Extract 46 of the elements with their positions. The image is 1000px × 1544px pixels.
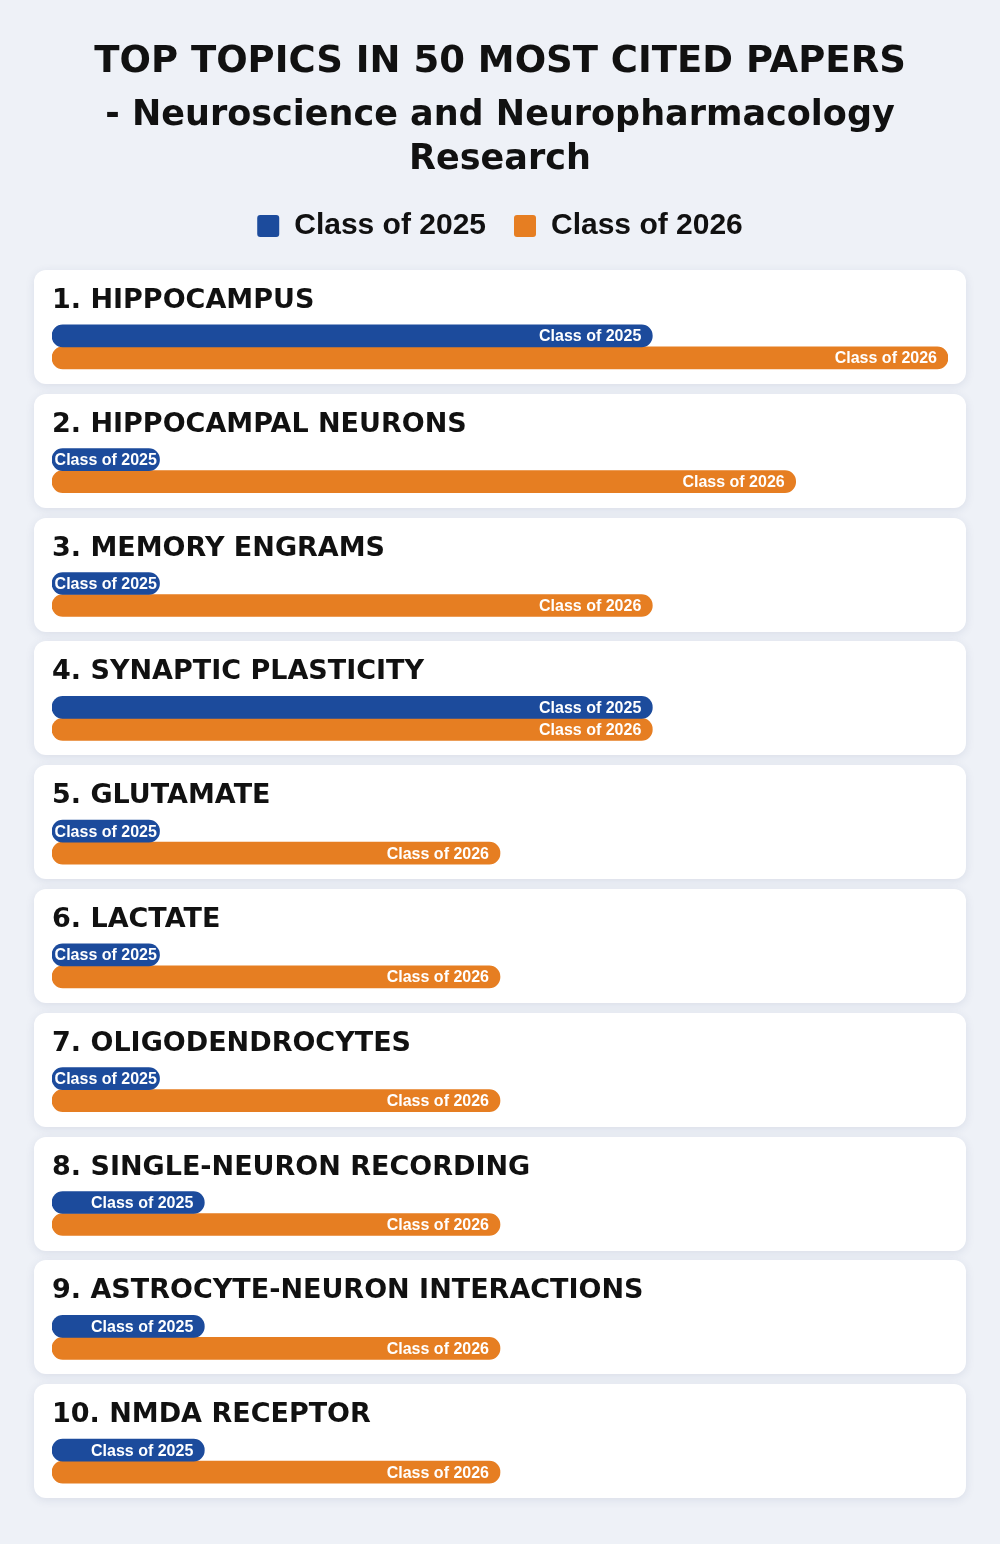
- y-tick-label: 10. NMDA RECEPTOR: [52, 1397, 372, 1429]
- text: Class of 2026: [386, 968, 489, 986]
- text: Class of 2025: [91, 1317, 194, 1335]
- y-tick-label: 7. OLIGODENDROCYTES: [52, 1025, 412, 1057]
- text: Class of 2025: [91, 1441, 194, 1459]
- y-tick-label: 5. GLUTAMATE: [52, 778, 271, 810]
- y-tick-label: 4. SYNAPTIC PLASTICITY: [52, 654, 425, 686]
- legend-label: Class of 2025: [294, 207, 486, 241]
- chart-title: TOP TOPICS IN 50 MOST CITED PAPERS: [93, 37, 907, 83]
- text: Class of 2026: [386, 1092, 489, 1110]
- bar: [52, 346, 948, 370]
- bar: [52, 1213, 501, 1236]
- text: Class of 2026: [682, 473, 785, 491]
- bar: [52, 324, 653, 348]
- y-tick-label: 8. SINGLE-NEURON RECORDING: [52, 1149, 531, 1181]
- text: Class of 2026: [539, 596, 642, 614]
- bar: [52, 965, 501, 989]
- text: Class of 2026: [834, 349, 937, 367]
- bar: [52, 1460, 501, 1484]
- text: Class of 2026: [386, 1215, 489, 1233]
- bar: [52, 470, 797, 494]
- text: Class of 2025: [54, 822, 157, 840]
- bar: [52, 841, 501, 865]
- y-tick-label: 9. ASTROCYTE-NEURON INTERACTIONS: [52, 1273, 644, 1305]
- y-tick-label: 2. HIPPOCAMPAL NEURONS: [52, 406, 467, 438]
- y-tick-label: 3. MEMORY ENGRAMS: [52, 530, 386, 562]
- bar: [52, 695, 653, 719]
- text: Class of 2025: [54, 946, 157, 964]
- text: Class of 2026: [386, 1339, 489, 1357]
- y-tick-label: 6. LACTATE: [52, 901, 221, 933]
- text: Class of 2025: [54, 574, 157, 592]
- text: Class of 2025: [539, 327, 642, 345]
- text: Class of 2026: [539, 720, 642, 738]
- y-tick-label: 1. HIPPOCAMPUS: [52, 282, 315, 314]
- text: Class of 2025: [539, 698, 642, 716]
- legend-label: Class of 2026: [551, 207, 743, 241]
- bar: [52, 1089, 501, 1113]
- text: Class of 2026: [386, 1463, 489, 1481]
- chart-subtitle: - Neuroscience and Neuropharmacology Research: [104, 92, 896, 179]
- text: Class of 2025: [91, 1193, 194, 1211]
- text: Class of 2025: [54, 1070, 157, 1088]
- bar: [52, 1336, 501, 1360]
- bar: [52, 594, 653, 617]
- text: Class of 2025: [54, 451, 157, 469]
- text: Class of 2026: [386, 844, 489, 862]
- bar: [52, 717, 653, 741]
